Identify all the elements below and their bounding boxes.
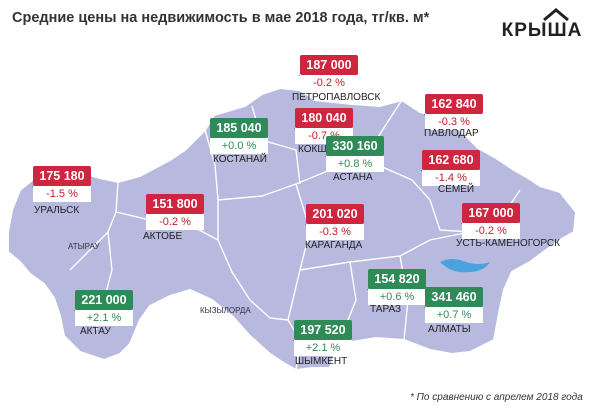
price-value: 175 180 xyxy=(39,169,85,183)
lake-balkhash xyxy=(440,259,490,273)
city-label: ПЕТРОПАВЛОВСК xyxy=(292,92,381,103)
krysha-logo: КРЫША xyxy=(500,8,584,42)
price-value: 180 040 xyxy=(301,111,347,125)
price-value: 167 000 xyxy=(468,206,514,220)
price-badge-taraz: 154 820 xyxy=(367,269,426,296)
border-kyzylorda xyxy=(217,239,289,321)
price-badge-ust-kamenogorsk: 167 000 xyxy=(461,203,520,230)
region-label-kyzylorda: КЫЗЫЛОРДА xyxy=(200,306,251,315)
change-value: +0.6 % xyxy=(368,289,426,305)
price-badge-semey: 162 680 xyxy=(421,150,480,177)
city-label: КОСТАНАЙ xyxy=(213,154,267,165)
city-label: ТАРАЗ xyxy=(370,304,402,315)
change-value: +0.0 % xyxy=(210,138,268,154)
region-label-atyrau: АТЫРАУ xyxy=(68,242,100,251)
change-value: +2.1 % xyxy=(294,340,352,356)
price-badge-pavlodar: 162 840 xyxy=(424,94,483,121)
city-label: СЕМЕЙ xyxy=(438,184,475,195)
change-value: +0.7 % xyxy=(425,307,483,323)
footnote: * По сравнению с апрелем 2018 года xyxy=(410,392,583,403)
page-title: Средние цены на недвижимость в мае 2018 … xyxy=(12,10,430,26)
city-label: КОКШЕТАУ xyxy=(298,144,352,155)
price-badge-kokshetau: 180 040 xyxy=(294,108,353,135)
city-label: АКТОБЕ xyxy=(143,231,183,242)
price-badge-kostanai: 185 040 xyxy=(209,118,268,145)
price-value: 197 520 xyxy=(300,323,346,337)
change-value: +2.1 % xyxy=(75,310,133,326)
price-value: 162 840 xyxy=(431,97,477,111)
price-value: 221 000 xyxy=(81,293,127,307)
price-badge-aktobe: 151 800 xyxy=(145,194,204,221)
city-label: АЛМАТЫ xyxy=(428,324,471,335)
change-value: +0.8 % xyxy=(326,156,384,172)
price-badge-petropavlovsk: 187 000 xyxy=(299,55,358,82)
price-badge-uralsk: 175 180 xyxy=(32,166,91,193)
price-value: 151 800 xyxy=(152,197,198,211)
city-label: УСТЬ-КАМЕНОГОРСК xyxy=(456,238,560,249)
price-value: 162 680 xyxy=(428,153,474,167)
price-badge-shymkent: 197 520 xyxy=(293,320,352,347)
price-badge-aktau: 221 000 xyxy=(74,290,133,317)
price-value: 330 160 xyxy=(332,139,378,153)
city-label: КАРАГАНДА xyxy=(305,240,363,251)
city-label: АКТАУ xyxy=(80,326,111,337)
price-value: 341 460 xyxy=(431,290,477,304)
change-value: -1.4 % xyxy=(422,170,480,186)
price-value: 187 000 xyxy=(306,58,352,72)
price-badge-karaganda: 201 020 xyxy=(305,204,364,231)
logo-roof-icon xyxy=(543,8,569,22)
change-value: -0.3 % xyxy=(425,114,483,130)
price-badge-almaty: 341 460 xyxy=(424,287,483,314)
change-value: -0.2 % xyxy=(146,214,204,230)
change-value: -0.2 % xyxy=(462,223,520,239)
change-value: -0.2 % xyxy=(300,75,358,91)
change-value: -1.5 % xyxy=(33,186,91,202)
city-label: ПАВЛОДАР xyxy=(424,128,479,139)
border-akmola xyxy=(217,169,331,201)
city-label: ШЫМКЕНТ xyxy=(295,356,348,367)
price-value: 154 820 xyxy=(374,272,420,286)
city-label: АСТАНА xyxy=(333,172,373,183)
logo-text: КРЫША xyxy=(501,20,583,41)
price-badge-astana: 330 160 xyxy=(325,136,384,163)
border-karaganda-w xyxy=(287,183,311,321)
change-value: -0.3 % xyxy=(306,224,364,240)
price-value: 201 020 xyxy=(312,207,358,221)
city-label: УРАЛЬСК xyxy=(34,205,80,216)
price-value: 185 040 xyxy=(216,121,262,135)
